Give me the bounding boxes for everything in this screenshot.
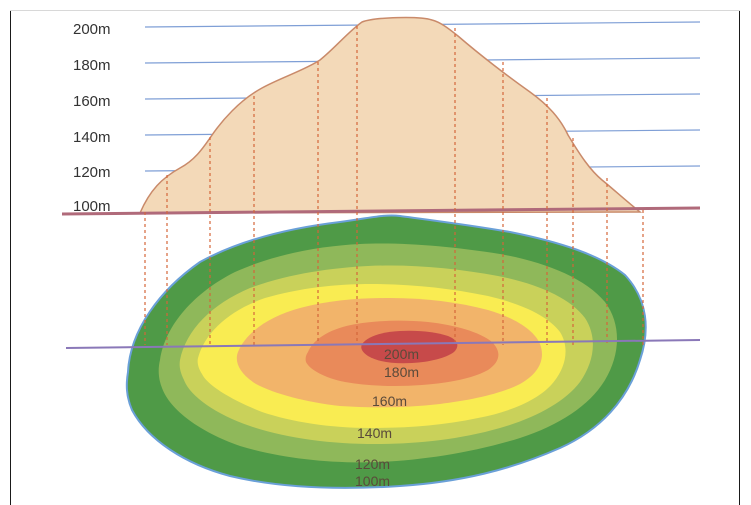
elevation-label-100m: 100m <box>73 198 111 215</box>
elevation-label-180m: 180m <box>73 57 111 74</box>
elevation-label-120m: 120m <box>73 164 111 181</box>
elevation-labels: 200m 180m 160m 140m 120m 100m <box>73 21 111 215</box>
contour-label-120m: 120m <box>355 456 390 472</box>
contour-label-180m: 180m <box>384 364 419 380</box>
elevation-label-200m: 200m <box>73 21 111 38</box>
contour-labels: 200m 180m 160m 140m 120m 100m <box>355 346 419 489</box>
elevation-label-140m: 140m <box>73 129 111 146</box>
contour-200m <box>361 330 458 364</box>
contour-map <box>125 214 647 489</box>
projection-lines <box>144 26 644 345</box>
frame-top-border <box>10 10 740 11</box>
contour-label-100m: 100m <box>355 473 390 489</box>
contour-label-200m: 200m <box>384 346 419 362</box>
frame-left-border <box>10 10 11 505</box>
contour-label-160m: 160m <box>372 393 407 409</box>
frame-right-border <box>739 10 740 505</box>
hill-profile <box>138 16 643 214</box>
contour-label-140m: 140m <box>357 425 392 441</box>
section-line <box>65 339 701 349</box>
base-line-100m <box>61 206 701 216</box>
elevation-label-160m: 160m <box>73 93 111 110</box>
